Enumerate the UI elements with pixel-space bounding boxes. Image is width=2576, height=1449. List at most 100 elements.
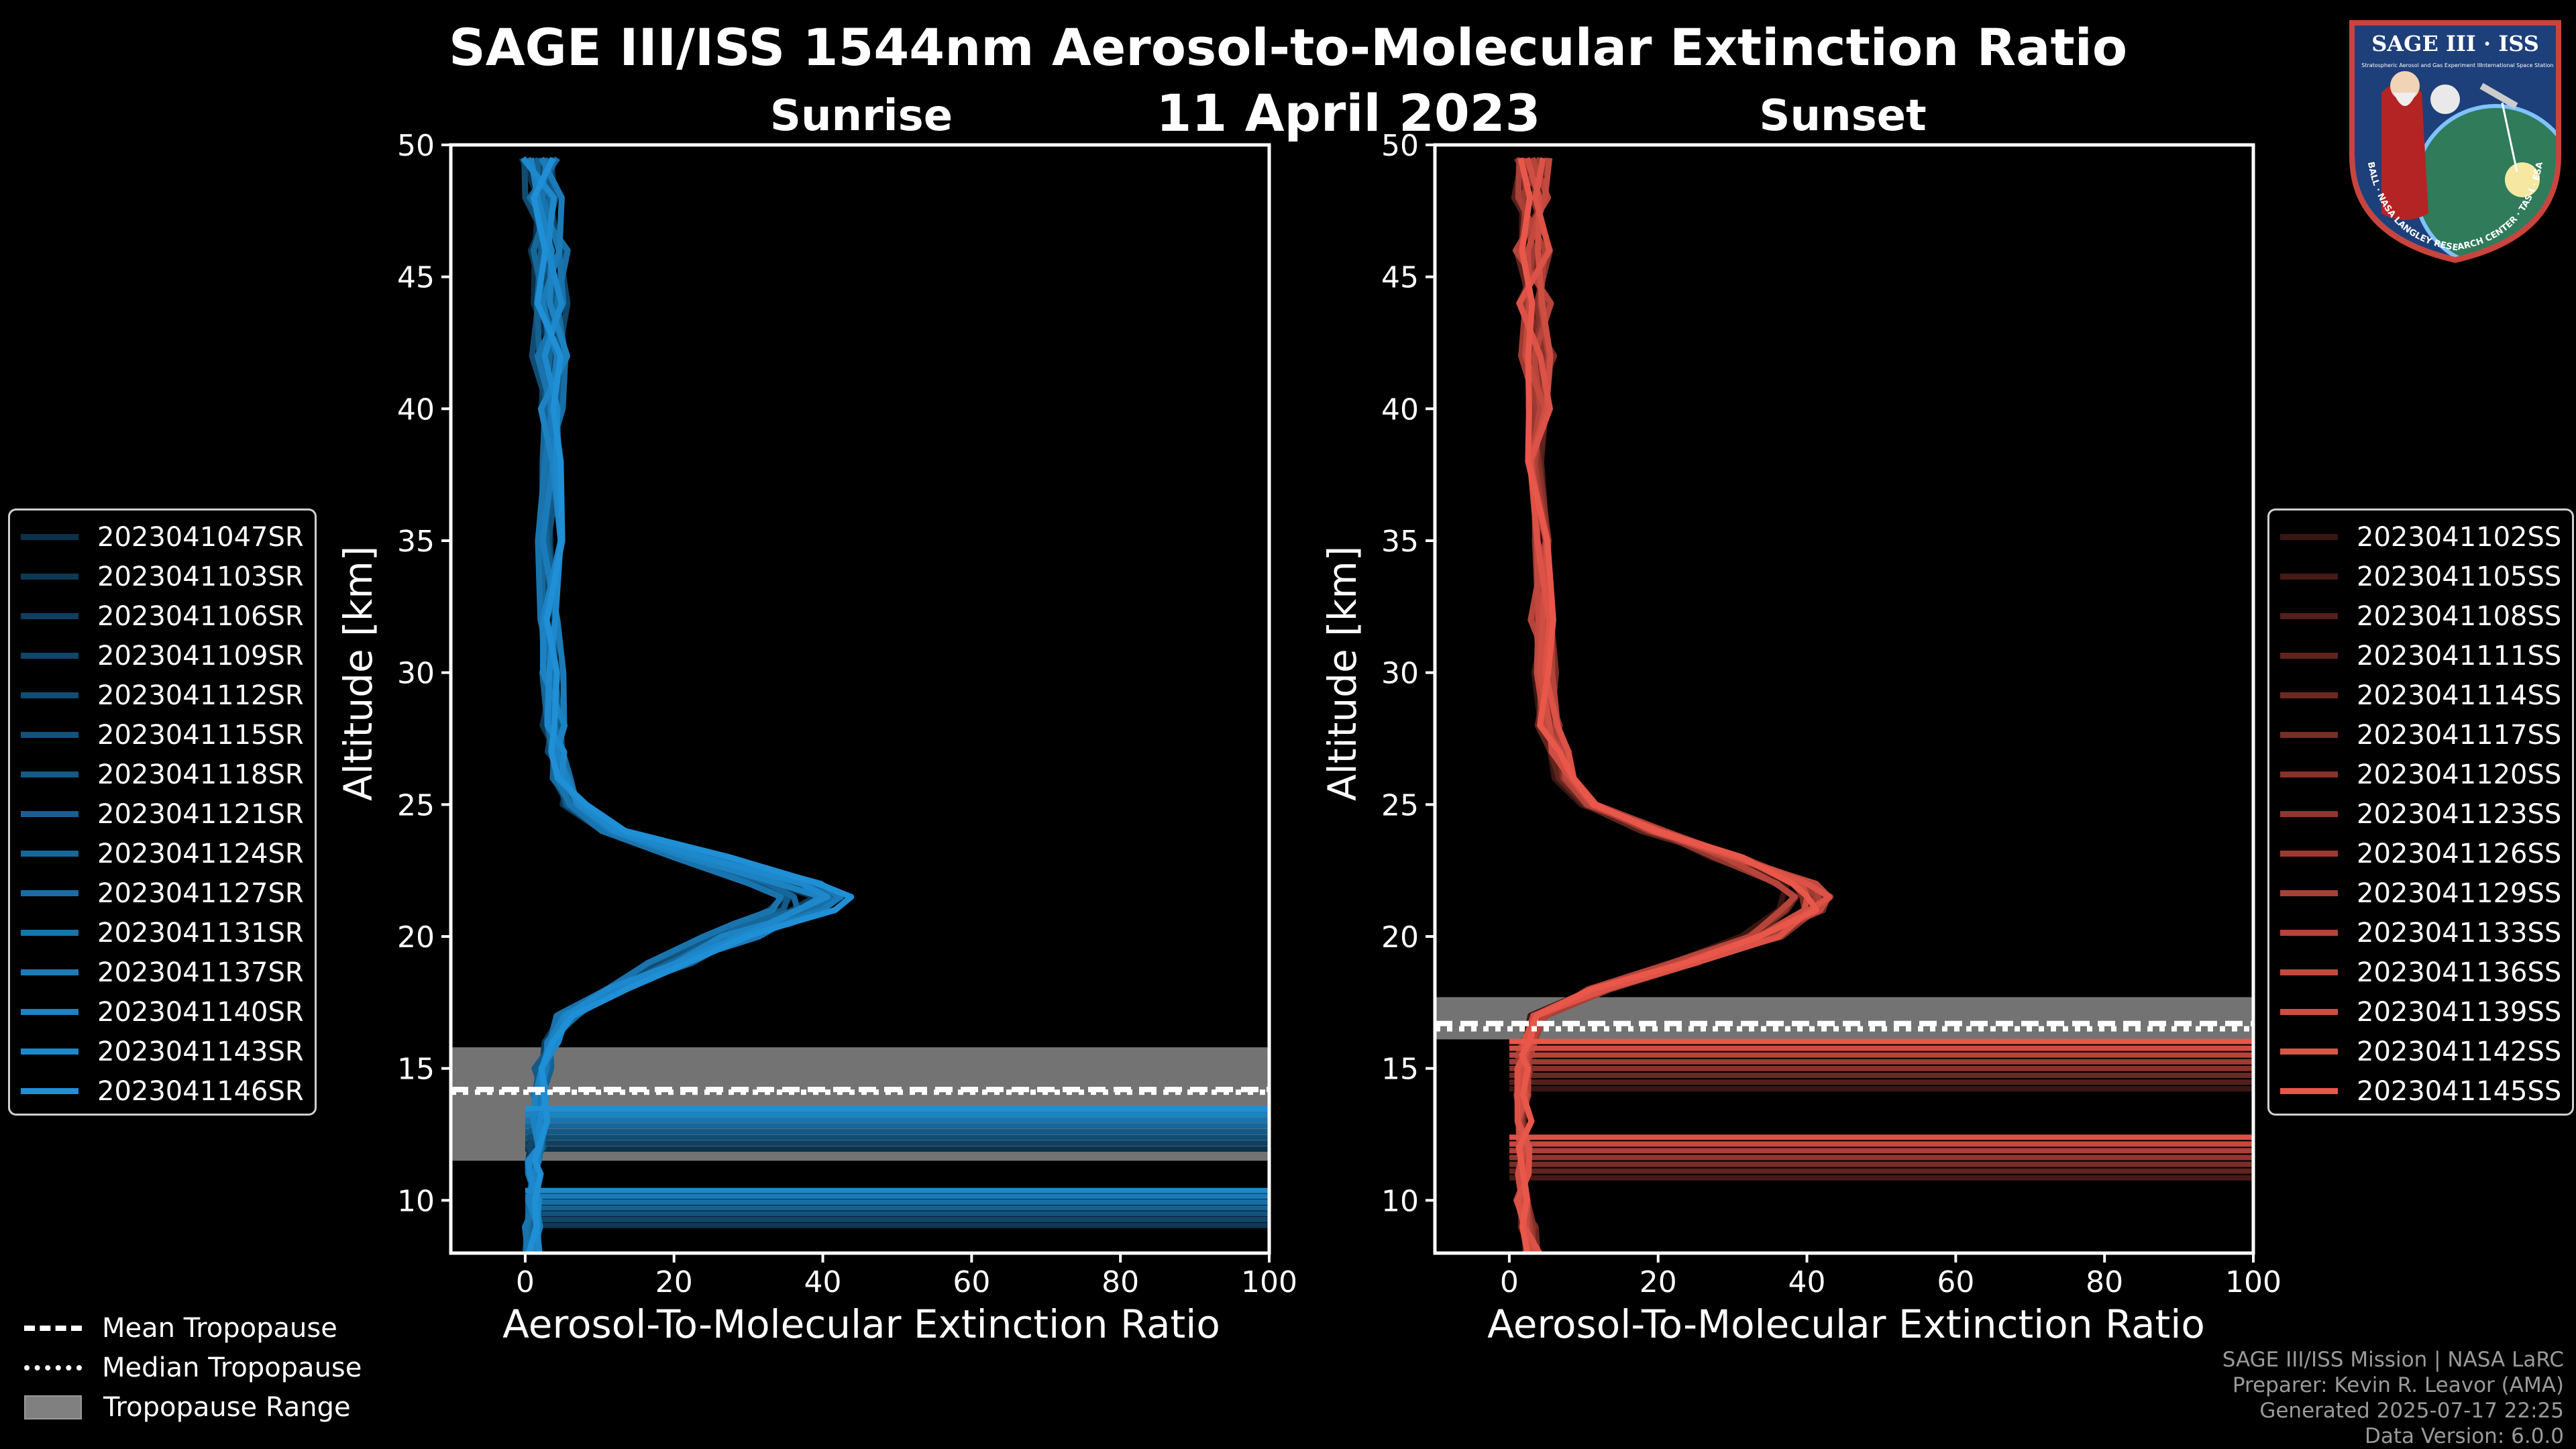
sunrise-legend-label: 2023041131SR (97, 917, 304, 949)
line-swatch-icon (2280, 613, 2338, 619)
sunrise-legend: 2023041047SR 2023041103SR 2023041106SR 2023… (8, 508, 317, 1116)
sunrise-legend-label: 2023041115SR (97, 719, 304, 751)
sunset-legend-item: 2023041133SS (2280, 913, 2561, 953)
line-swatch-icon (21, 692, 78, 698)
line-swatch-icon (2280, 574, 2338, 580)
line-swatch-icon (2280, 811, 2338, 817)
footer-credits: SAGE III/ISS Mission | NASA LaRC Prepare… (2222, 1347, 2564, 1449)
sunset-ylabel: Altitude [km] (1320, 545, 1365, 801)
line-swatch-icon (21, 811, 78, 817)
sunset-legend-item: 2023041102SS (2280, 517, 2561, 557)
sunset-panel: 0 20 40 60 80 100 10 15 20 25 30 35 40 45 50 (1381, 129, 2282, 1299)
sunset-xlabel: Aerosol-To-Molecular Extinction Ratio (1487, 1301, 2205, 1347)
line-swatch-icon (21, 969, 78, 975)
sunset-ytick-label: 30 (1381, 657, 1419, 691)
legend-mean-tropopause: Mean Tropopause (24, 1308, 362, 1348)
sunset-ytick-label: 15 (1381, 1053, 1419, 1087)
sunrise-legend-label: 2023041109SR (97, 640, 304, 672)
sunrise-ytick-label: 40 (397, 392, 435, 427)
sage-iii-iss-logo: SAGE III · ISS Stratospheric Aerosol and… (2349, 20, 2561, 263)
sunrise-legend-label: 2023041140SR (97, 996, 304, 1028)
sunrise-series-line (525, 157, 824, 1253)
sunrise-xtick-label: 0 (516, 1265, 535, 1299)
sunset-ytick-label: 35 (1381, 525, 1419, 559)
sunrise-legend-label: 2023041143SR (97, 1036, 304, 1067)
sunrise-legend-label: 2023041103SR (97, 561, 304, 592)
line-swatch-icon (2280, 851, 2338, 857)
sunset-legend-label: 2023041114SS (2357, 680, 2562, 711)
sunset-xtick-label: 20 (1640, 1265, 1677, 1299)
sunset-ytick-label: 45 (1381, 261, 1419, 295)
footer-generated: Generated 2025-07-17 22:25 (2259, 1399, 2564, 1423)
line-swatch-icon (2280, 534, 2338, 540)
sunset-legend-item: 2023041105SS (2280, 557, 2561, 596)
line-swatch-icon (2280, 1049, 2338, 1055)
sunset-xtick-label: 40 (1788, 1265, 1826, 1299)
svg-text:Stratospheric Aerosol and Gas: Stratospheric Aerosol and Gas Experiment… (2361, 62, 2481, 68)
sunrise-legend-item: 2023041106SR (21, 596, 304, 636)
footer-preparer: Preparer: Kevin R. Leavor (AMA) (2232, 1373, 2564, 1397)
line-swatch-icon (21, 771, 78, 777)
sunset-legend-label: 2023041142SS (2357, 1036, 2562, 1067)
sunrise-xtick-label: 60 (953, 1265, 990, 1299)
sunrise-plot-area (451, 156, 1269, 1253)
sunrise-legend-item: 2023041118SR (21, 755, 304, 794)
footer-mission: SAGE III/ISS Mission | NASA LaRC (2222, 1348, 2564, 1372)
sunset-series-line (1514, 157, 1833, 1253)
sunset-legend-item: 2023041145SS (2280, 1071, 2561, 1111)
sunrise-legend-label: 2023041127SR (97, 877, 304, 909)
tropopause-legend: Mean Tropopause Median Tropopause Tropop… (24, 1308, 362, 1427)
sunrise-legend-item: 2023041112SR (21, 676, 304, 715)
sunrise-legend-item: 2023041103SR (21, 557, 304, 596)
sunrise-legend-label: 2023041146SR (97, 1075, 304, 1107)
sunrise-legend-item: 2023041124SR (21, 834, 304, 873)
dashed-line-icon (24, 1325, 82, 1331)
sunset-plot-area (1435, 156, 2253, 1253)
sunrise-legend-item: 2023041146SR (21, 1071, 304, 1111)
sunrise-subtitle: Sunrise (769, 91, 953, 141)
sunrise-ytick-label: 35 (397, 525, 435, 559)
line-swatch-icon (2280, 930, 2338, 936)
sunset-legend-item: 2023041120SS (2280, 755, 2561, 794)
sunrise-legend-item: 2023041047SR (21, 517, 304, 557)
svg-text:International Space Station: International Space Station (2481, 62, 2554, 68)
sunset-axes-frame (1433, 143, 2255, 1255)
sunrise-ytick-label: 25 (397, 788, 435, 822)
line-swatch-icon (2280, 1088, 2338, 1094)
sunset-legend-item: 2023041136SS (2280, 953, 2561, 992)
line-swatch-icon (2280, 653, 2338, 659)
sunrise-ytick-label: 10 (397, 1184, 435, 1218)
figure-date: 11 April 2023 (1156, 83, 1541, 143)
line-swatch-icon (21, 890, 78, 896)
line-swatch-icon (2280, 890, 2338, 896)
sunrise-xlabel: Aerosol-To-Molecular Extinction Ratio (502, 1301, 1220, 1347)
gray-box-icon (24, 1395, 82, 1419)
sunrise-legend-item: 2023041131SR (21, 913, 304, 953)
sunrise-xtick-label: 40 (804, 1265, 842, 1299)
legend-median-label: Median Tropopause (102, 1352, 362, 1383)
footer-version: Data Version: 6.0.0 (2364, 1424, 2564, 1448)
sunrise-legend-item: 2023041127SR (21, 873, 304, 913)
sunrise-xtick-label: 20 (655, 1265, 693, 1299)
sunrise-xtick-label: 100 (1241, 1265, 1297, 1299)
sunset-legend-label: 2023041136SS (2357, 957, 2562, 988)
sunset-xtick-label: 80 (2086, 1265, 2123, 1299)
sunset-ytick-label: 10 (1381, 1184, 1419, 1218)
sunset-ytick-label: 50 (1381, 129, 1419, 163)
sunset-ytick-label: 25 (1381, 788, 1419, 822)
line-swatch-icon (21, 732, 78, 738)
sunrise-legend-label: 2023041047SR (97, 521, 304, 553)
svg-text:SAGE III · ISS: SAGE III · ISS (2371, 31, 2539, 56)
sunset-legend-item: 2023041123SS (2280, 794, 2561, 834)
sunrise-axes-frame (449, 143, 1271, 1255)
sunset-legend-item: 2023041129SS (2280, 873, 2561, 913)
line-swatch-icon (2280, 1009, 2338, 1015)
line-swatch-icon (21, 930, 78, 936)
sunset-legend-label: 2023041111SS (2357, 640, 2562, 672)
sunset-legend-item: 2023041117SS (2280, 715, 2561, 755)
sunrise-panel: 0 20 40 60 80 100 10 15 20 25 30 35 40 45 50 (397, 129, 1297, 1299)
sunrise-ytick-label: 20 (397, 920, 435, 955)
line-swatch-icon (21, 653, 78, 659)
sunset-ytick-label: 40 (1381, 392, 1419, 427)
sunrise-legend-label: 2023041112SR (97, 680, 304, 711)
